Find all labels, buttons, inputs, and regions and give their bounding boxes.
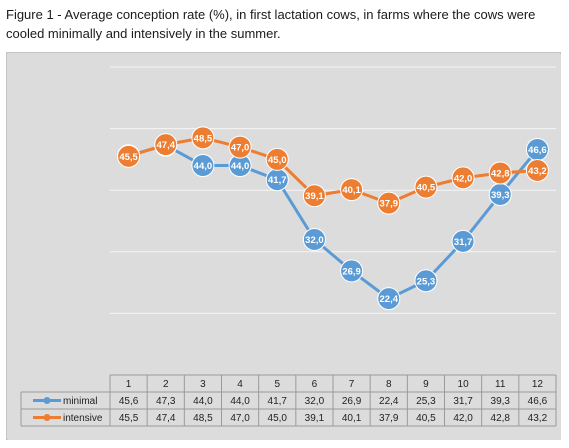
legend-key-marker-minimal — [43, 397, 51, 404]
table-header-cell: 10 — [458, 379, 470, 390]
table-value-cell: 45,5 — [119, 413, 139, 424]
data-point-intensive — [117, 144, 141, 168]
table-header-cell: 6 — [312, 379, 318, 390]
table-value-cell: 46,6 — [528, 396, 548, 407]
table-header-cell: 4 — [237, 379, 243, 390]
table-value-cell: 40,1 — [342, 413, 362, 424]
data-label-intensive: 48,5 — [194, 133, 213, 144]
caption-line-2: cooled minimally and intensively in the … — [6, 26, 281, 41]
table-value-cell: 44,0 — [230, 396, 250, 407]
data-label-minimal: 46,6 — [528, 145, 547, 156]
legend-label-intensive: intensive — [63, 413, 103, 424]
data-label-minimal: 41,7 — [268, 175, 287, 186]
table-value-cell: 37,9 — [379, 413, 399, 424]
data-point-intensive — [228, 135, 252, 159]
data-point-intensive — [377, 191, 401, 215]
data-label-intensive: 47,0 — [231, 143, 250, 154]
data-point-intensive — [154, 133, 178, 157]
data-label-intensive: 40,1 — [342, 185, 361, 196]
data-point-minimal — [451, 229, 475, 253]
table-value-cell: 31,7 — [453, 396, 473, 407]
data-label-minimal: 25,3 — [417, 276, 436, 287]
data-point-minimal — [340, 259, 364, 283]
table-header-cell: 1 — [126, 379, 132, 390]
data-point-minimal — [191, 154, 215, 178]
data-label-intensive: 39,1 — [305, 191, 324, 202]
table-header-cell: 12 — [532, 379, 544, 390]
table-value-cell: 25,3 — [416, 396, 436, 407]
series-markers: 45,647,344,044,041,732,026,922,425,331,7… — [117, 126, 549, 311]
table-header-cell: 5 — [274, 379, 280, 390]
table-value-cell: 40,5 — [416, 413, 436, 424]
data-label-intensive: 40,5 — [417, 183, 436, 194]
legend-label-minimal: minimal — [63, 396, 97, 407]
data-label-intensive: 42,0 — [454, 173, 473, 184]
table-header-cell: 9 — [423, 379, 429, 390]
table-value-cell: 47,3 — [156, 396, 176, 407]
data-point-minimal — [302, 227, 326, 251]
data-label-intensive: 45,0 — [268, 155, 287, 166]
table-value-cell: 42,8 — [491, 413, 511, 424]
table-header-cell: 11 — [495, 379, 506, 390]
table-value-cell: 47,4 — [156, 413, 176, 424]
table-header-cell: 2 — [163, 379, 169, 390]
table-value-cell: 45,6 — [119, 396, 139, 407]
data-label-intensive: 45,5 — [119, 152, 138, 163]
table-value-cell: 39,3 — [491, 396, 511, 407]
table-value-cell: 45,0 — [268, 413, 288, 424]
table-header-cell: 8 — [386, 379, 392, 390]
data-label-intensive: 42,8 — [491, 168, 510, 179]
data-point-minimal — [414, 269, 438, 293]
data-point-intensive — [191, 126, 215, 150]
data-point-minimal — [377, 287, 401, 311]
data-point-intensive — [525, 158, 549, 182]
legend-key-marker-intensive — [43, 414, 51, 421]
data-point-intensive — [302, 184, 326, 208]
data-label-intensive: 43,2 — [528, 166, 547, 177]
table-value-cell: 22,4 — [379, 396, 399, 407]
line-chart: 45,6 47,3 44,0 44,0 41,7 32,0 26,9 22,4 25,3 31,7… — [8, 54, 561, 440]
caption-line-1: Figure 1 - Average conception rate (%), … — [6, 7, 536, 22]
data-point-intensive — [414, 175, 438, 199]
figure-caption: Figure 1 - Average conception rate (%), … — [6, 5, 562, 43]
data-point-intensive — [265, 147, 289, 171]
data-label-minimal: 44,0 — [194, 161, 213, 172]
table-value-cell: 44,0 — [193, 396, 213, 407]
data-label-minimal: 31,7 — [454, 237, 473, 248]
table-value-cell: 43,2 — [528, 413, 548, 424]
data-point-intensive — [451, 166, 475, 190]
data-label-minimal: 26,9 — [342, 266, 361, 277]
data-label-minimal: 39,3 — [491, 190, 510, 201]
data-label-minimal: 22,4 — [380, 294, 399, 305]
data-label-intensive: 37,9 — [380, 199, 399, 210]
data-point-intensive — [340, 178, 364, 202]
table-value-cell: 32,0 — [305, 396, 325, 407]
data-point-intensive — [488, 161, 512, 185]
table-value-cell: 47,0 — [230, 413, 250, 424]
table-value-cell: 42,0 — [453, 413, 473, 424]
table-value-cell: 26,9 — [342, 396, 362, 407]
data-label-minimal: 32,0 — [305, 235, 324, 246]
table-header-cell: 3 — [200, 379, 206, 390]
data-label-intensive: 47,4 — [157, 140, 176, 151]
data-label-minimal: 44,0 — [231, 161, 250, 172]
chart-area: 45,6 47,3 44,0 44,0 41,7 32,0 26,9 22,4 25,3 31,7… — [6, 52, 561, 440]
table-value-cell: 48,5 — [193, 413, 213, 424]
plot-background — [8, 54, 561, 440]
table-value-cell: 41,7 — [268, 396, 288, 407]
table-value-cell: 39,1 — [305, 413, 325, 424]
table-header-cell: 7 — [349, 379, 355, 390]
